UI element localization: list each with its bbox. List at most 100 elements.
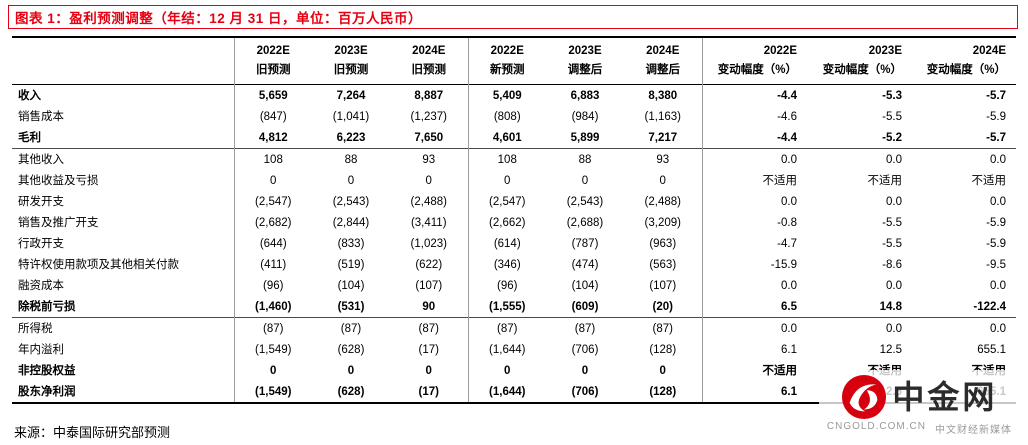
- value-cell: 14.8: [879, 300, 902, 313]
- value-cell: 0.0: [990, 322, 1006, 335]
- row-label: 其他收入: [18, 153, 64, 166]
- figure-title-box: 图表 1：盈利预测调整（年结：12 月 31 日，单位：百万人民币）: [8, 5, 1018, 29]
- row-label: 年内溢利: [18, 343, 64, 356]
- value-cell: 0.0: [886, 195, 902, 208]
- value-cell: 0.0: [701, 191, 807, 212]
- value-cell: (622): [415, 258, 443, 271]
- value-cell: 0: [347, 364, 355, 377]
- column-label: 新预测: [490, 64, 525, 76]
- value-cell: (17): [418, 343, 439, 356]
- row-label: 股东净利润: [18, 385, 76, 398]
- value-cell: -4.4: [701, 84, 807, 106]
- column-header: 2024E 调整后: [624, 37, 702, 85]
- value-cell: (128): [649, 385, 677, 398]
- value-cell: 0.0: [990, 279, 1006, 292]
- column-label: 变动幅度（%）: [717, 64, 797, 76]
- forecast-table: 2022E 旧预测 2023E 旧预测 2024E 旧预测 2022E 新预测 2023E 调整后…: [12, 36, 1016, 404]
- value-cell: (128): [649, 343, 677, 356]
- value-cell: -4.7: [701, 233, 807, 254]
- value-cell: 88: [344, 153, 358, 166]
- figure-title: 图表 1：盈利预测调整（年结：12 月 31 日，单位：百万人民币）: [15, 11, 423, 26]
- value-cell: (2,547): [233, 191, 312, 212]
- value-cell: -5.3: [882, 89, 902, 102]
- row-label: 非控股权益: [18, 364, 76, 377]
- value-cell: (20): [652, 300, 673, 313]
- value-cell: (2,543): [566, 195, 604, 208]
- watermark-tagline: 中文财经新媒体: [935, 425, 1012, 436]
- row-label: 收入: [18, 89, 41, 102]
- table-row: 销售及推广开支 (2,682) (2,844) (3,411) (2,662) (2,68…: [12, 212, 1016, 233]
- cngold-logo-icon: [841, 374, 887, 420]
- table-row: 毛利 4,812 6,223 7,650 4,601 5,899 7,217 -4.4 -5.2…: [12, 127, 1016, 149]
- value-cell: 不适用: [971, 174, 1007, 187]
- value-cell: (104): [571, 279, 599, 292]
- value-cell: 7,217: [648, 131, 678, 144]
- table-row: 融资成本 (96) (104) (107) (96) (104) (107) 0.0 0.0 0.…: [12, 275, 1016, 296]
- value-cell: -8.6: [882, 258, 902, 271]
- value-cell: (706): [571, 385, 599, 398]
- value-cell: 6,883: [570, 89, 600, 102]
- column-header: 2023E 变动幅度（%）: [807, 37, 912, 85]
- value-cell: -5.9: [986, 110, 1006, 123]
- value-cell: -5.5: [882, 110, 902, 123]
- value-cell: 0: [425, 364, 432, 377]
- value-cell: (1,549): [233, 339, 312, 360]
- value-cell: 12.5: [879, 343, 902, 356]
- value-cell: 93: [656, 153, 670, 166]
- value-cell: 0: [233, 170, 312, 191]
- value-cell: (3,209): [644, 216, 681, 229]
- value-cell: 8,887: [414, 89, 444, 102]
- value-cell: 6,223: [336, 131, 366, 144]
- value-cell: 90: [422, 300, 436, 313]
- column-year: 2022E: [763, 45, 797, 57]
- value-cell: 0.0: [701, 275, 807, 296]
- value-cell: (963): [649, 237, 677, 250]
- table-row: 除税前亏损 (1,460) (531) 90 (1,555) (609) (20) 6.5 14…: [12, 296, 1016, 318]
- value-cell: (1,163): [644, 110, 681, 123]
- value-cell: (2,688): [566, 216, 604, 229]
- value-cell: (1,460): [233, 296, 312, 318]
- value-cell: (1,041): [332, 110, 370, 123]
- value-cell: 4,601: [467, 127, 546, 149]
- value-cell: (107): [649, 279, 677, 292]
- value-cell: (474): [571, 258, 599, 271]
- value-cell: -5.2: [882, 131, 902, 144]
- row-label: 其他收益及亏损: [18, 174, 99, 187]
- table-row: 销售成本 (847) (1,041) (1,237) (808) (984) (1,163)…: [12, 106, 1016, 127]
- value-cell: 0.0: [886, 322, 902, 335]
- cngold-watermark: 中金网 CNGOLD.COM.CN 中文财经新媒体: [818, 370, 1022, 441]
- column-year: 2023E: [868, 45, 902, 57]
- value-cell: (1,549): [233, 381, 312, 403]
- value-cell: (609): [571, 300, 599, 313]
- value-cell: (644): [233, 233, 312, 254]
- row-label: 销售成本: [18, 110, 64, 123]
- value-cell: 0: [467, 170, 546, 191]
- row-label: 研发开支: [18, 195, 64, 208]
- value-cell: (2,682): [233, 212, 312, 233]
- watermark-brand: 中金网: [892, 379, 998, 415]
- column-label: 调整后: [645, 64, 681, 76]
- row-label: 除税前亏损: [18, 300, 76, 313]
- value-cell: 5,899: [570, 131, 600, 144]
- watermark-top-row: 中金网: [841, 374, 997, 420]
- watermark-domain: CNGOLD.COM.CN: [826, 421, 926, 432]
- value-cell: (563): [649, 258, 677, 271]
- value-cell: 0.0: [990, 195, 1006, 208]
- value-cell: (87): [340, 322, 362, 335]
- value-cell: (346): [467, 254, 546, 275]
- value-cell: -4.6: [701, 106, 807, 127]
- row-label: 特许权使用款项及其他相关付款: [18, 258, 179, 271]
- value-cell: (17): [418, 385, 439, 398]
- value-cell: (87): [467, 317, 546, 339]
- value-cell: (614): [467, 233, 546, 254]
- value-cell: (411): [233, 254, 312, 275]
- value-cell: 6.1: [701, 339, 807, 360]
- row-label: 毛利: [18, 131, 41, 144]
- table-header-row: 2022E 旧预测 2023E 旧预测 2024E 旧预测 2022E 新预测 2023E 调整后…: [12, 37, 1016, 85]
- value-cell: (628): [337, 343, 365, 356]
- column-header: 2022E 新预测: [467, 37, 546, 85]
- value-cell: -5.7: [986, 89, 1006, 102]
- value-cell: 0.0: [990, 153, 1006, 166]
- column-header: 2022E 旧预测: [233, 37, 312, 85]
